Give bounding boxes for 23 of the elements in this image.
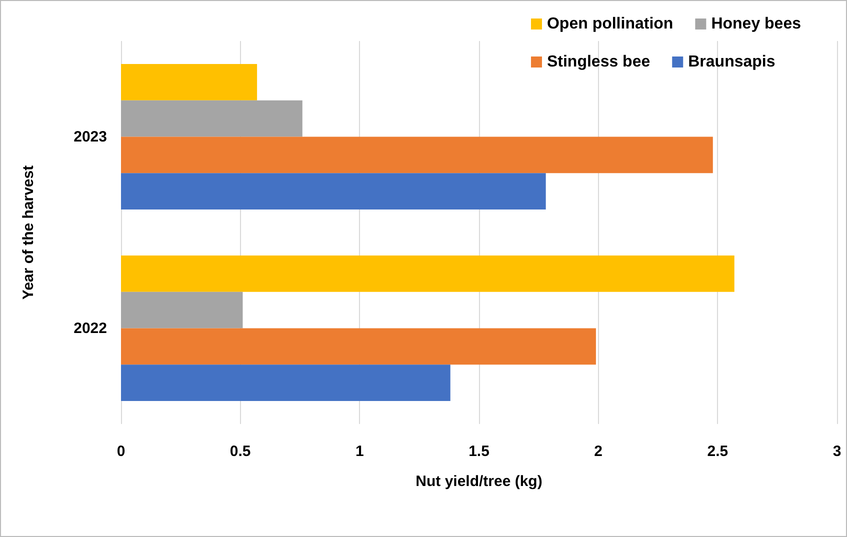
y-axis-title: Year of the harvest — [20, 165, 37, 300]
bar — [121, 136, 713, 174]
bar — [121, 364, 450, 402]
x-tick-label: 1 — [355, 443, 364, 460]
y-tick-label: 2022 — [74, 320, 107, 337]
x-tick-label: 1.5 — [468, 443, 490, 460]
x-tick-label: 0 — [116, 443, 126, 460]
bar — [121, 292, 243, 328]
x-tick-label: 2 — [594, 443, 603, 460]
x-tick-label: 3 — [832, 443, 842, 460]
x-axis-title: Nut yield/tree (kg) — [416, 473, 542, 490]
x-tick-label: 2.5 — [707, 443, 728, 460]
legend-label: Stingless bee — [546, 54, 650, 70]
legend-label: Open pollination — [546, 16, 674, 32]
bar — [121, 100, 302, 137]
legend-label: Braunsapis — [688, 54, 776, 70]
bar — [121, 64, 258, 100]
bar — [121, 328, 596, 365]
y-tick-label: 2023 — [74, 128, 107, 146]
bar — [121, 255, 734, 292]
bar — [121, 173, 546, 210]
x-tick-label: 0.5 — [230, 443, 251, 460]
legend-label: Honey bees — [711, 16, 802, 32]
